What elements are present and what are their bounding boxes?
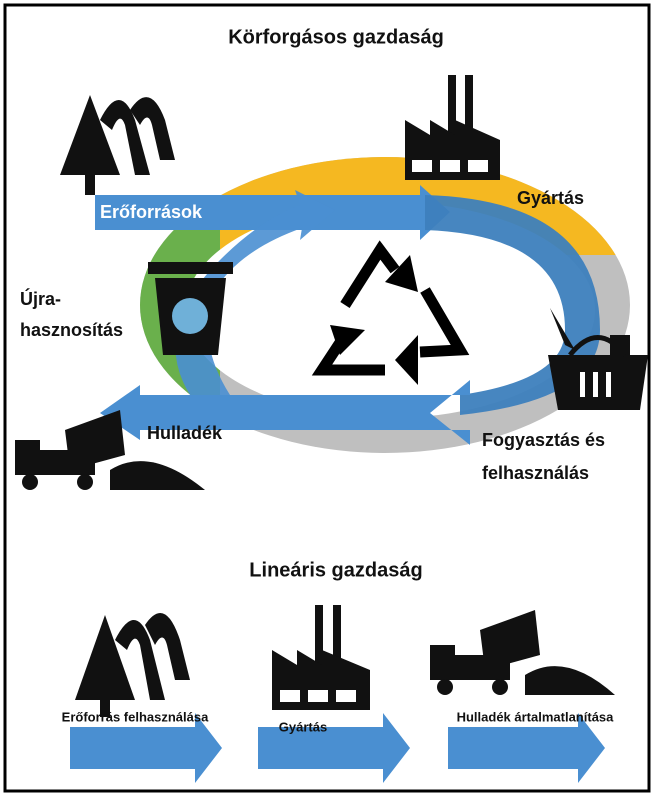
recycle-heads [330, 255, 418, 385]
step-label: Gyártás [279, 719, 327, 734]
stage-label: Gyártás [517, 188, 584, 208]
bin-icon [148, 262, 233, 355]
step-label: Hulladék ártalmatlanítása [457, 709, 615, 724]
circular-title: Körforgásos gazdaság [228, 26, 444, 48]
stage-label: hasznosítás [20, 320, 123, 340]
step-label: Erőforrás felhasználása [62, 709, 209, 724]
basket-icon [548, 308, 648, 410]
truck-icon [15, 410, 205, 490]
linear-title: Lineáris gazdaság [249, 559, 422, 581]
stage-label: Erőforrások [100, 202, 203, 222]
stage-label: Fogyasztás és [482, 430, 605, 450]
stage-label: Hulladék [147, 423, 223, 443]
linear-arrows [70, 713, 605, 783]
stage-label: felhasználás [482, 463, 589, 483]
truck-icon-linear [430, 610, 615, 695]
arrow-resources [95, 185, 450, 240]
factory-windows-linear [280, 690, 356, 702]
arrow-waste [100, 380, 470, 445]
tree-icon-linear [75, 613, 190, 717]
tree-icon [60, 95, 175, 195]
stage-label: Újra- [20, 288, 61, 309]
factory-windows [412, 160, 488, 172]
ring-inner [185, 202, 595, 418]
